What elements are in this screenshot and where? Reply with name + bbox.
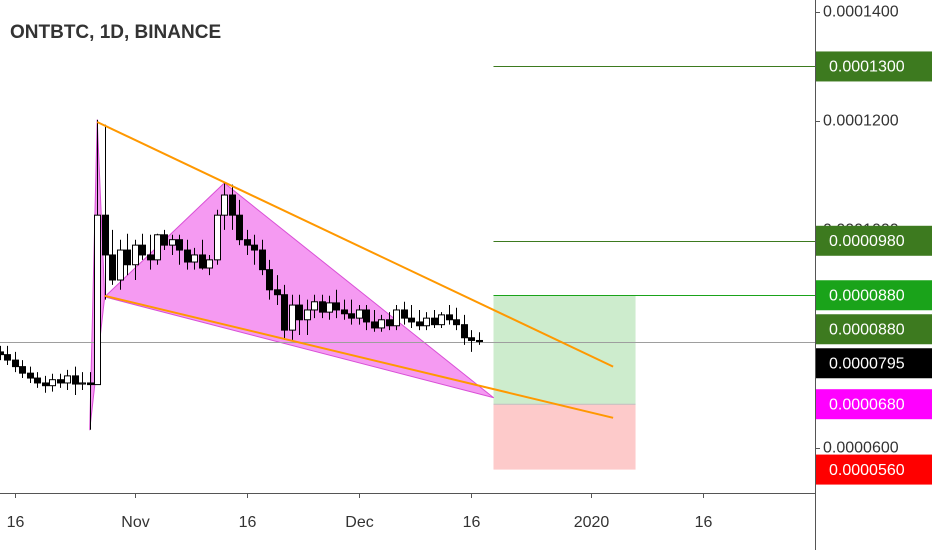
candle-body: [42, 382, 49, 387]
x-tick-label: 16: [463, 514, 481, 531]
candle-body: [431, 317, 438, 326]
price-label-box: [816, 389, 932, 420]
trendline: [96, 121, 614, 368]
candle-body: [281, 294, 288, 331]
candle-body: [49, 379, 56, 387]
candle-body: [386, 319, 393, 327]
candle-body: [102, 214, 109, 256]
candle-body: [333, 302, 340, 311]
candle-body: [34, 377, 41, 384]
candle-body: [19, 366, 26, 374]
candle-body: [311, 301, 318, 311]
candle-body: [251, 244, 258, 251]
candle-body: [274, 289, 281, 296]
candle-body: [296, 304, 303, 321]
candle-body: [371, 321, 378, 329]
candle-body: [393, 309, 400, 327]
candle-body: [319, 301, 326, 313]
candle-body: [378, 319, 385, 329]
candle-body: [4, 354, 11, 361]
candle-body: [94, 214, 101, 386]
candle-body: [109, 254, 116, 281]
candle-body: [416, 321, 423, 327]
profit-zone: [493, 295, 636, 405]
candle-body: [161, 234, 168, 246]
price-label: 0.0000980: [829, 233, 905, 250]
x-tick-label: 16: [695, 514, 713, 531]
candle-body: [408, 317, 415, 323]
candle-body: [266, 269, 273, 291]
candle-body: [214, 214, 221, 261]
loss-zone: [493, 404, 636, 470]
x-tick-label: 2020: [574, 514, 610, 531]
candle-body: [184, 249, 191, 263]
price-label-box: [816, 314, 932, 345]
price-label: 0.0000880: [829, 287, 905, 304]
candle-body: [476, 339, 483, 343]
candle-body: [236, 214, 243, 241]
candle-body: [289, 304, 296, 331]
candles: [0, 119, 614, 430]
drawings: [0, 66, 815, 470]
x-tick-label: 16: [7, 514, 25, 531]
candle-body: [229, 194, 236, 216]
candle-body: [356, 309, 363, 319]
candle-body: [423, 317, 430, 327]
candle-body: [117, 249, 124, 281]
price-label: 0.0000680: [829, 396, 905, 413]
price-label: 0.0000560: [829, 462, 905, 479]
candle-body: [64, 375, 71, 384]
x-tick-label: 16: [239, 514, 257, 531]
price-label-box: [816, 454, 932, 485]
candle-body: [79, 382, 86, 385]
price-label: 0.0001300: [829, 59, 905, 76]
y-tick-label: 0.0001200: [823, 113, 899, 130]
chart-title: ONTBTC, 1D, BINANCE: [10, 22, 221, 43]
candle-body: [147, 254, 154, 261]
candle-body: [341, 309, 348, 315]
candle-body: [72, 375, 79, 385]
price-label-box: [816, 280, 932, 311]
y-tick-label: 0.0000600: [823, 440, 899, 457]
candle-body: [27, 372, 34, 379]
price-label-box: [816, 348, 932, 379]
candle-body: [363, 309, 370, 323]
price-label-box: [816, 225, 932, 256]
candle-body: [191, 254, 198, 263]
candle-body: [12, 359, 19, 368]
candle-body: [221, 194, 228, 216]
candle-body: [0, 351, 4, 356]
candle-body: [199, 254, 206, 269]
candle-body: [446, 314, 453, 321]
candle-body: [154, 234, 161, 261]
y-tick-label: 0.0001400: [823, 4, 899, 21]
candle-body: [401, 309, 408, 319]
candle-body: [87, 382, 94, 386]
candle-body: [468, 337, 475, 341]
trendline: [104, 294, 614, 419]
candle-body: [438, 314, 445, 326]
candle-body: [304, 309, 311, 321]
candle-body: [57, 379, 64, 384]
candle-body: [132, 244, 139, 266]
price-label: 0.0000880: [829, 321, 905, 338]
x-tick-label: Dec: [345, 514, 373, 531]
candle-body: [139, 244, 146, 256]
candle-body: [124, 249, 131, 266]
candle-body: [244, 239, 251, 246]
candle-body: [326, 302, 333, 313]
x-tick-label: Nov: [121, 514, 149, 531]
candle-body: [453, 319, 460, 326]
price-label-box: [816, 51, 932, 82]
candle-body: [169, 239, 176, 246]
candle-body: [206, 259, 213, 269]
price-label: 0.0000795: [829, 355, 905, 372]
pattern: [89, 119, 494, 431]
candle-body: [348, 313, 355, 319]
candle-body: [259, 249, 266, 271]
candle-body: [461, 324, 468, 339]
candle-body: [176, 239, 183, 251]
